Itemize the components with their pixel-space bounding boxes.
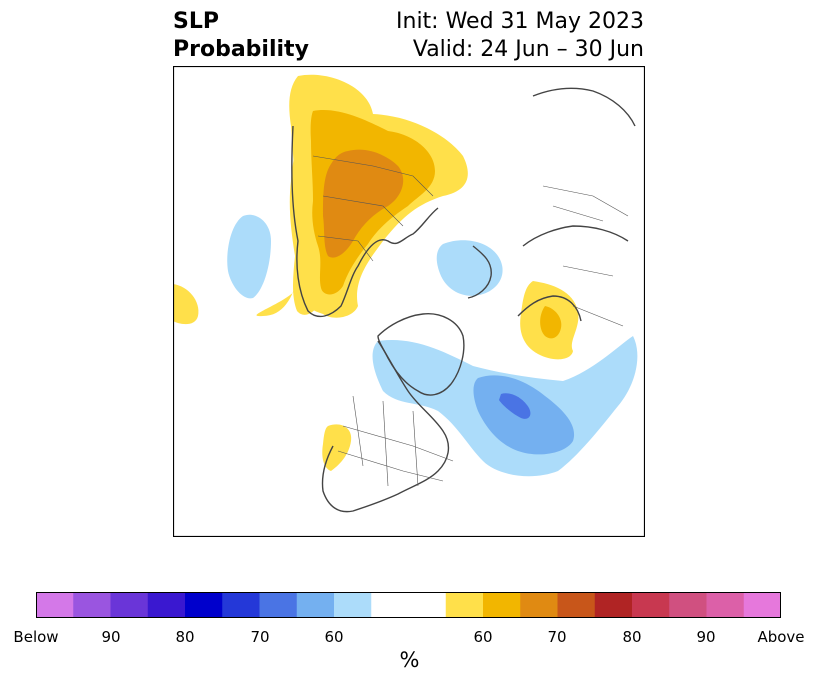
title-right: Init: Wed 31 May 2023 Valid: 24 Jun – 30… <box>396 8 644 64</box>
colorbar-cell <box>222 592 260 618</box>
colorbar-unit: % <box>399 648 420 672</box>
colorbar-cell <box>706 592 745 618</box>
colorbar-cell <box>632 592 670 618</box>
colorbar-cell <box>334 592 372 618</box>
eurasia-dark-orange-core <box>323 149 404 258</box>
colorbar-cell <box>110 592 149 618</box>
colorbar-cell <box>371 592 447 618</box>
political-borders <box>312 155 629 487</box>
tick-label: 80 <box>175 628 195 646</box>
colorbar-cell <box>669 592 707 618</box>
atlantic-dark-blue-core <box>499 393 531 419</box>
europe-orange-core <box>540 306 562 339</box>
title-variable: SLP <box>173 9 219 34</box>
colorbar-tick-labels: Below 90 80 70 60 60 70 80 90 Above <box>0 628 819 648</box>
colorbar-cell <box>520 592 558 618</box>
colorbar-cell <box>743 592 781 618</box>
tick-label: Above <box>757 628 805 646</box>
tick-label: 60 <box>473 628 493 646</box>
tick-label: 60 <box>324 628 344 646</box>
colorbar-cells <box>36 592 781 618</box>
title-probability: Probability <box>173 37 309 62</box>
colorbar-cell <box>259 592 298 618</box>
coastlines <box>291 87 636 513</box>
init-date: Init: Wed 31 May 2023 <box>396 9 644 34</box>
pacific-light-blue <box>227 214 271 299</box>
tick-label: 90 <box>696 628 716 646</box>
arctic-light-blue <box>436 240 503 296</box>
colorbar-cell <box>296 592 335 618</box>
colorbar-border <box>36 592 781 618</box>
tick-label: 70 <box>250 628 270 646</box>
colorbar-cell <box>73 592 111 618</box>
colorbar-cell <box>36 592 74 618</box>
tick-label: Below <box>13 628 59 646</box>
polar-map <box>173 66 645 537</box>
colorbar-cell <box>185 592 223 618</box>
colorbar-cell <box>147 592 186 618</box>
colorbar-cell <box>483 592 521 618</box>
map-border <box>173 66 645 537</box>
title-left: SLP Probability <box>173 8 309 64</box>
colorbar-cell <box>445 592 484 618</box>
tick-label: 80 <box>622 628 642 646</box>
tick-label: 90 <box>101 628 121 646</box>
north-america-yellow <box>322 424 352 471</box>
tick-label: 70 <box>547 628 567 646</box>
valid-range: Valid: 24 Jun – 30 Jun <box>412 37 644 62</box>
pacific-edge-yellow <box>173 284 199 325</box>
colorbar <box>36 592 781 618</box>
colorbar-cell <box>594 592 633 618</box>
colorbar-cell <box>557 592 596 618</box>
